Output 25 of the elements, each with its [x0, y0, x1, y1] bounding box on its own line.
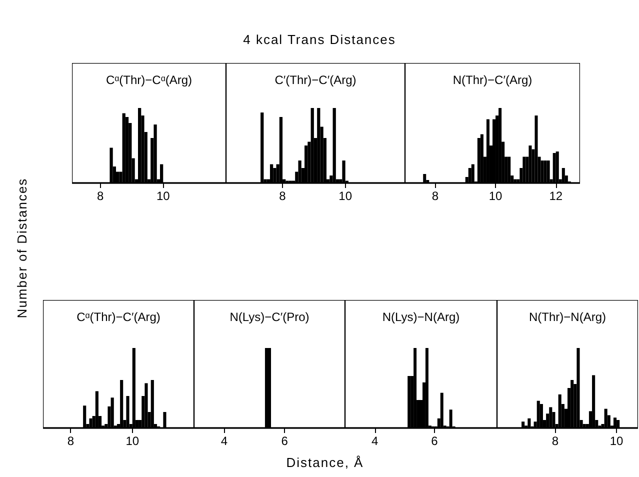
chart-title: N(Lys)−C′(Pro)	[230, 310, 310, 324]
x-tick-label: 4	[220, 434, 228, 448]
x-tick-label: 8	[552, 434, 559, 448]
chart-title: Cᵅ(Thr)−Cᵅ(Arg)	[106, 73, 192, 87]
x-tick-label: 10	[126, 434, 140, 448]
x-tick-label: 10	[488, 189, 503, 203]
x-tick-label: 10	[338, 189, 352, 203]
text: 4 kcal Trans Distances	[242, 32, 397, 47]
chart-title: N(Thr)−C′(Arg)	[452, 73, 532, 87]
x-tick-label: 12	[549, 189, 563, 203]
chart-title: C′(Thr)−C′(Arg)	[274, 73, 356, 87]
x-tick-label: 6	[431, 434, 438, 448]
x-tick-label: 8	[279, 189, 286, 203]
x-tick-label: 8	[67, 434, 74, 448]
x-tick-label: 10	[610, 434, 624, 448]
x-tick-label: 8	[432, 189, 439, 203]
chart-title: Cᵅ(Thr)−C′(Arg)	[76, 310, 160, 324]
x-tick-label: 6	[281, 434, 288, 448]
chart-title: N(Thr)−N(Arg)	[529, 310, 606, 324]
x-tick-label: 4	[371, 434, 378, 448]
x-tick-label: 10	[156, 189, 170, 203]
chart-title: N(Lys)−N(Arg)	[382, 310, 460, 324]
y-axis-title: Number of Distances	[14, 178, 30, 318]
x-axis-title: Distance, Å	[285, 455, 365, 470]
x-tick-label: 8	[96, 189, 104, 203]
